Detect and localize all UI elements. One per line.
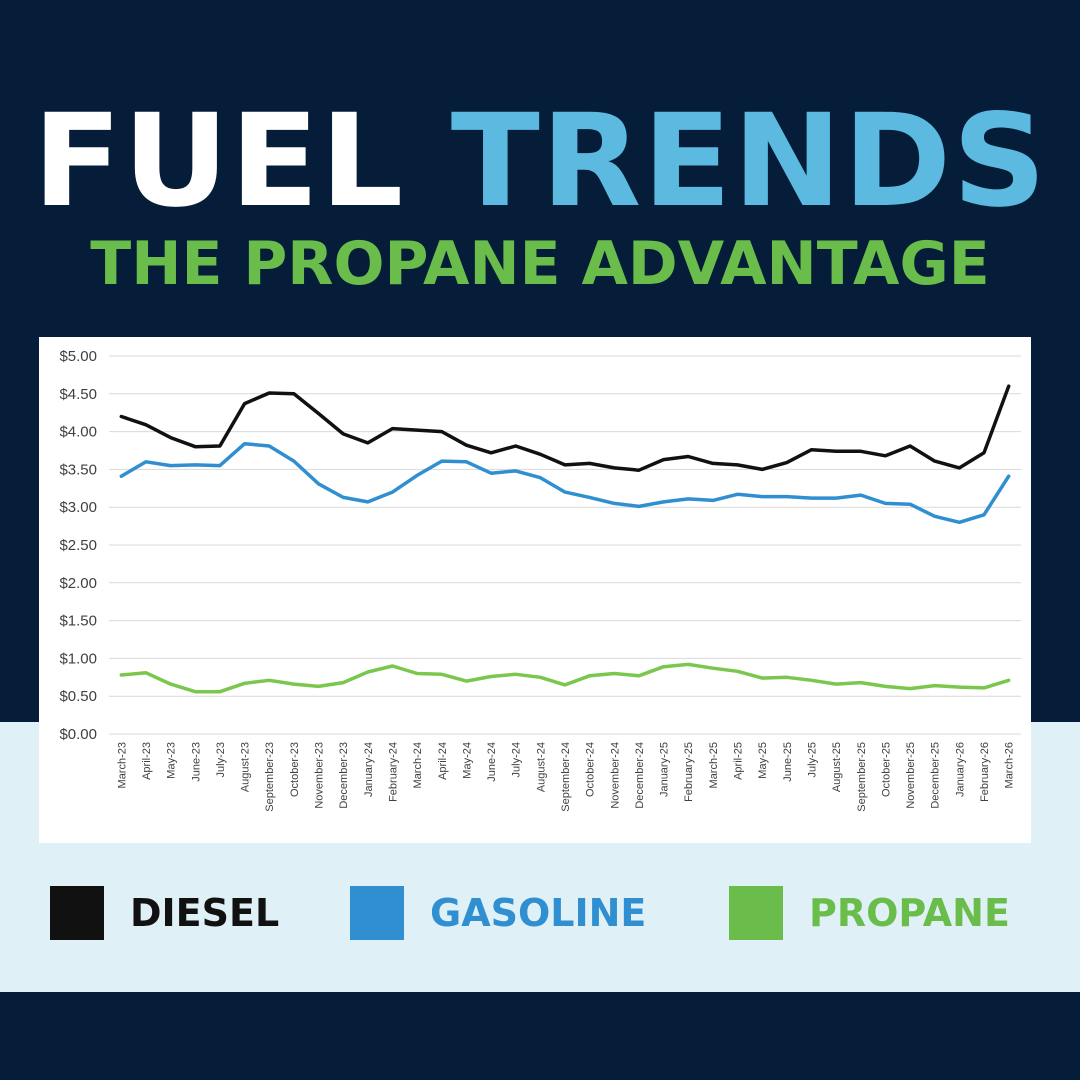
x-tick-label: January-24: [363, 742, 375, 797]
x-tick-label: July-25: [806, 742, 818, 777]
x-tick-label: February-24: [387, 742, 399, 802]
legend-swatch-gasoline: [350, 886, 404, 940]
x-tick-label: September-23: [264, 742, 276, 812]
y-tick-label: $0.00: [59, 726, 97, 743]
x-tick-label: November-24: [609, 742, 621, 809]
y-tick-label: $0.50: [59, 688, 97, 705]
x-tick-label: October-24: [585, 742, 597, 797]
x-tick-label: April-24: [437, 742, 449, 780]
x-tick-label: July-24: [511, 742, 523, 777]
series-line-propane: [119, 662, 1011, 694]
legend-swatch-propane: [729, 886, 783, 940]
x-tick-label: December-24: [634, 742, 646, 809]
x-tick-label: February-26: [979, 742, 991, 802]
title-word-trends: TRENDS: [450, 87, 1048, 236]
y-tick-label: $1.50: [59, 613, 97, 630]
x-tick-label: September-25: [856, 742, 868, 812]
x-tick-label: January-25: [659, 742, 671, 797]
x-tick-label: October-23: [289, 742, 301, 797]
x-tick-label: January-26: [954, 742, 966, 797]
y-tick-label: $4.00: [59, 424, 97, 441]
y-tick-label: $3.00: [59, 499, 97, 516]
y-tick-label: $1.00: [59, 650, 97, 667]
y-tick-label: $3.50: [59, 461, 97, 478]
title-word-fuel: FUEL: [32, 87, 405, 236]
x-tick-label: March-25: [708, 742, 720, 788]
x-axis-tick-labels: March-23 April-23 May-23 June-23 July-23 Augu…: [116, 742, 1015, 812]
y-tick-label: $5.00: [59, 348, 97, 365]
page-title: FUEL TRENDS: [0, 92, 1080, 232]
x-tick-label: March-24: [412, 742, 424, 788]
x-tick-label: May-25: [757, 742, 769, 779]
x-tick-label: August-25: [831, 742, 843, 792]
y-tick-label: $2.00: [59, 575, 97, 592]
x-tick-label: December-23: [338, 742, 350, 809]
x-tick-label: August-23: [240, 742, 252, 792]
chart-series: [119, 384, 1011, 694]
x-tick-label: May-23: [166, 742, 178, 779]
legend-swatch-diesel: [50, 886, 104, 940]
x-tick-label: October-25: [880, 742, 892, 797]
chart-legend: DIESEL GASOLINE PROPANE: [0, 884, 1080, 942]
series-line-diesel: [119, 384, 1011, 472]
chart-gridlines: [109, 355, 1021, 735]
legend-label-propane: PROPANE: [809, 891, 1010, 935]
x-tick-label: June-23: [190, 742, 202, 782]
x-tick-label: August-24: [535, 742, 547, 792]
x-tick-label: June-25: [782, 742, 794, 782]
x-tick-label: July-23: [215, 742, 227, 777]
x-tick-label: May-24: [461, 742, 473, 779]
x-tick-label: November-23: [314, 742, 326, 809]
y-tick-label: $2.50: [59, 537, 97, 554]
x-tick-label: December-25: [930, 742, 942, 809]
legend-label-diesel: DIESEL: [130, 891, 280, 935]
legend-label-gasoline: GASOLINE: [430, 891, 647, 935]
x-tick-label: March-26: [1004, 742, 1016, 788]
page-subtitle: THE PROPANE ADVANTAGE: [90, 229, 990, 299]
x-tick-label: March-23: [116, 742, 128, 788]
fuel-price-line-chart: $0.00 $0.50 $1.00 $1.50 $2.00 $2.50 $3.00 $3.50…: [59, 348, 1021, 812]
footer-band: [0, 992, 1080, 1080]
x-tick-label: April-25: [733, 742, 745, 780]
x-tick-label: November-25: [905, 742, 917, 809]
y-tick-label: $4.50: [59, 386, 97, 403]
chart-panel: $0.00 $0.50 $1.00 $1.50 $2.00 $2.50 $3.00 $3.50…: [39, 337, 1031, 843]
x-tick-label: September-24: [560, 742, 572, 812]
x-tick-label: April-23: [141, 742, 153, 780]
x-tick-label: June-24: [486, 742, 498, 782]
x-tick-label: February-25: [683, 742, 695, 802]
series-line-gasoline: [119, 441, 1011, 525]
y-axis-tick-labels: $0.00 $0.50 $1.00 $1.50 $2.00 $2.50 $3.00 $3.50…: [59, 348, 97, 743]
